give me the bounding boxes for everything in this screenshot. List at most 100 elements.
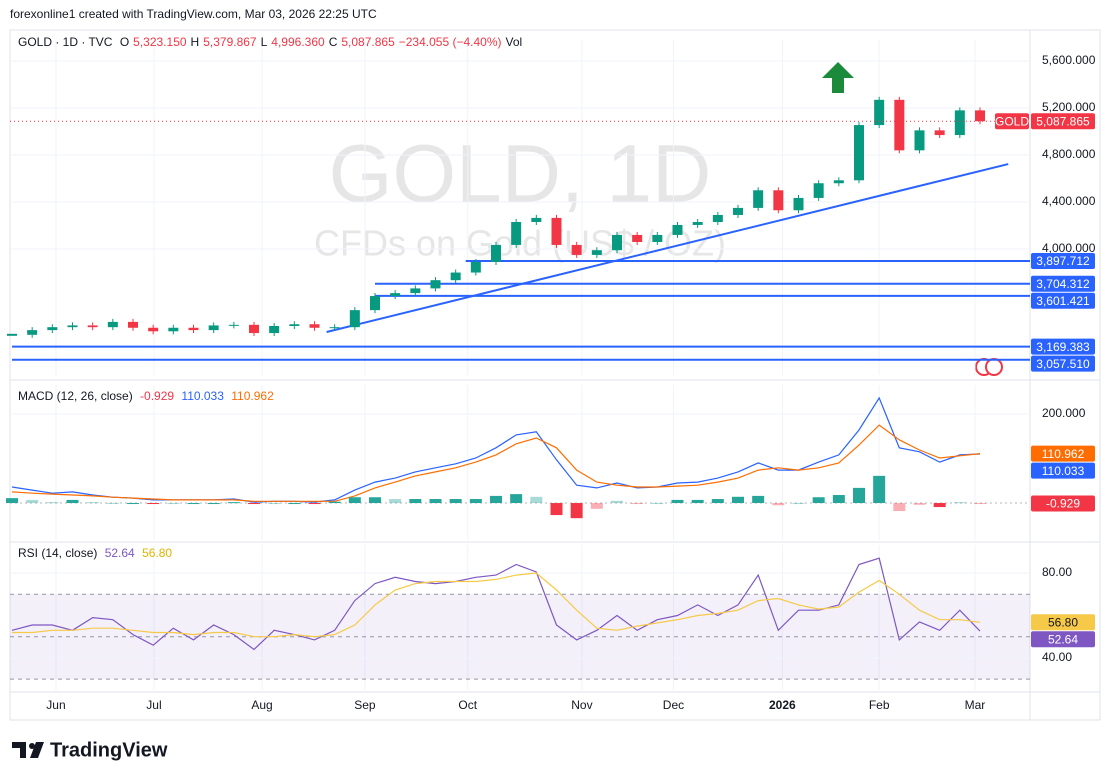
candle [773, 190, 784, 211]
candle [390, 293, 401, 297]
x-tick-label: Feb [869, 698, 890, 712]
histogram-bar [953, 502, 966, 504]
histogram-bar [26, 499, 39, 504]
y-tick-label: 80.00 [1042, 565, 1072, 579]
candle [753, 190, 764, 208]
candle [329, 327, 340, 329]
histogram-bar [147, 503, 160, 505]
candle [410, 288, 421, 294]
histogram-bar [671, 499, 684, 504]
indicator-last-label: 52.64 [1048, 632, 1078, 646]
histogram-bar [227, 502, 240, 504]
y-tick-label: 4,800.000 [1042, 147, 1096, 161]
ohlc-value: 5,379.867 [203, 35, 257, 49]
price-change: −234.055 (−4.40%) [398, 35, 502, 49]
histogram-bar [772, 503, 785, 506]
x-tick-label: Sep [354, 698, 376, 712]
ohlc-value: 5,087.865 [341, 35, 395, 49]
histogram-bar [288, 503, 301, 505]
candle [854, 125, 864, 181]
histogram-bar [86, 502, 99, 504]
brand-logo [12, 742, 44, 758]
histogram-bar [348, 497, 361, 504]
candle [168, 327, 179, 332]
histogram-bar [832, 495, 845, 504]
macd-signal-value: 110.962 [231, 389, 274, 403]
candle [7, 333, 17, 336]
y-tick-label: 4,000.000 [1042, 241, 1096, 255]
up-arrow-icon [822, 62, 854, 93]
candle [954, 110, 965, 136]
histogram-bar [308, 503, 321, 505]
flag-icon [975, 358, 1003, 376]
candle [733, 207, 743, 215]
candle [632, 234, 643, 242]
candle [813, 183, 824, 198]
histogram-bar [510, 494, 523, 504]
indicator-line [11, 557, 981, 651]
candle [27, 330, 38, 335]
x-tick-label: 2026 [769, 698, 796, 712]
level-label: 3,057.510 [1036, 357, 1090, 371]
symbol-badge: GOLD [995, 114, 1029, 128]
histogram-bar [974, 503, 986, 505]
candle [349, 310, 360, 328]
indicator-line [12, 572, 981, 638]
histogram-bar [590, 503, 603, 509]
indicator-last-label: 56.80 [1048, 615, 1078, 629]
rsi-ma-value: 56.80 [142, 546, 173, 560]
histogram-bar [429, 499, 442, 504]
y-tick-label: 40.00 [1042, 650, 1072, 664]
ohlc-key: L [260, 35, 268, 49]
macd-title: MACD (12, 26, close) [18, 389, 133, 403]
histogram-bar [409, 499, 422, 504]
candle [652, 234, 663, 242]
brand-name: TradingView [50, 739, 168, 761]
last-price-label-bg [1031, 113, 1095, 130]
indicator-last-label-bg [1031, 631, 1095, 648]
histogram-bar [752, 495, 765, 504]
indicator-last-label: 110.962 [1042, 447, 1085, 461]
macd-value: 110.033 [181, 389, 224, 403]
candle [551, 217, 562, 245]
x-tick-label: Nov [571, 698, 592, 712]
histogram-bar [66, 499, 79, 504]
level-label: 3,601.421 [1036, 294, 1090, 308]
candle [672, 224, 683, 235]
histogram-bar [490, 495, 502, 504]
y-tick-label: 5,600.000 [1042, 53, 1096, 67]
x-tick-label: Mar [965, 698, 986, 712]
indicator-last-label-bg [1031, 614, 1095, 631]
candle [571, 244, 582, 255]
x-tick-label: Jun [46, 698, 65, 712]
candle [309, 324, 320, 328]
histogram-bar [6, 498, 18, 504]
level-label-bg [1031, 355, 1095, 372]
candle [712, 214, 723, 223]
histogram-bar [389, 499, 402, 504]
histogram-bar [46, 502, 59, 504]
candle [874, 99, 885, 126]
candle [894, 99, 905, 151]
candle [87, 325, 98, 328]
ohlc-value: 4,996.360 [271, 35, 325, 49]
level-label: 3,704.312 [1036, 277, 1090, 291]
histogram-bar [570, 503, 583, 519]
candle [148, 327, 159, 332]
histogram-bar [550, 503, 563, 516]
volume-key: Vol [505, 35, 523, 49]
ohlc-key: C [328, 35, 338, 49]
symbol: GOLD · 1D · TVC [18, 35, 113, 49]
histogram-bar [611, 500, 623, 504]
candle [208, 325, 219, 331]
ohlc-key: H [190, 35, 200, 49]
y-tick-label: 200.000 [1042, 406, 1086, 420]
candle [531, 217, 542, 223]
trend-line [326, 163, 1009, 333]
candle [975, 110, 985, 122]
histogram-bar [449, 499, 462, 504]
level-label-bg [1031, 253, 1095, 270]
candle [491, 244, 501, 262]
histogram-bar [469, 499, 482, 504]
